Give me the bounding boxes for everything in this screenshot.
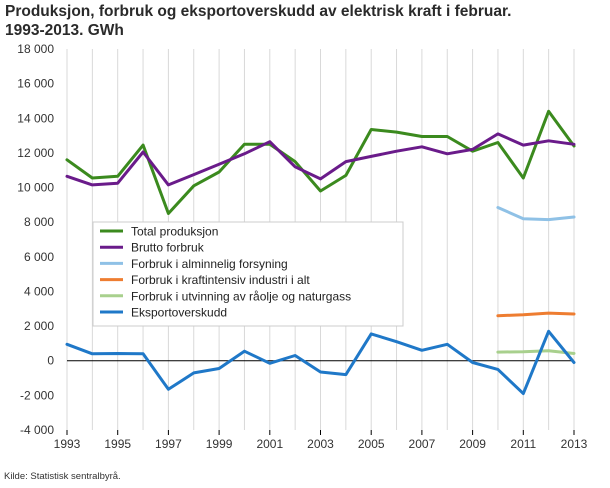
x-axis: 1993 1995 1997 1999 2001 2003 2005 2007 2009 2011… [54, 430, 588, 451]
x-tick-label: 2009 [459, 437, 486, 451]
x-tick-label: 1997 [155, 437, 182, 451]
series-line [496, 311, 576, 318]
x-tick-label: 2011 [510, 437, 536, 451]
series-line [65, 132, 576, 187]
y-tick-label: 6 000 [24, 250, 54, 264]
series-5 [65, 329, 576, 396]
x-tick-label: 1999 [206, 437, 233, 451]
legend-label: Total produksjon [131, 225, 218, 239]
legend-label: Eksportoverskudd [131, 306, 227, 320]
series-line [496, 349, 576, 355]
source-note: Kilde: Statistisk sentralbyrå. [4, 471, 121, 482]
x-tick-label: 2001 [256, 437, 283, 451]
chart-title: Produksjon, forbruk og eksportoverskudd … [5, 2, 605, 40]
series-1 [65, 132, 576, 187]
series-3 [496, 311, 576, 318]
chart-title-line-1: Produksjon, forbruk og eksportoverskudd … [5, 3, 512, 20]
x-tick-label: 2007 [409, 437, 436, 451]
y-tick-label: 2 000 [24, 319, 54, 333]
y-tick-label: 12 000 [17, 146, 54, 160]
series-4 [496, 349, 576, 355]
series-line [65, 109, 576, 215]
y-tick-label: -2 000 [20, 388, 54, 402]
y-tick-label: 14 000 [17, 111, 54, 125]
x-tick-label: 2003 [307, 437, 334, 451]
line-chart: 1993 1995 1997 1999 2001 2003 2005 2007 2009 2011… [17, 42, 588, 451]
legend: Total produksjon Brutto forbruk Forbruk i … [92, 221, 404, 327]
y-tick-label: 18 000 [17, 42, 54, 56]
legend-box [92, 221, 404, 327]
y-tick-label: 16 000 [17, 77, 54, 91]
series-0 [65, 109, 576, 215]
chart-title-line-2: 1993-2013. GWh [5, 22, 124, 39]
legend-label: Forbruk i utvinning av råolje og naturga… [131, 289, 351, 303]
y-tick-label: 0 [47, 354, 54, 368]
x-tick-label: 2005 [358, 437, 385, 451]
x-tick-label: 2013 [561, 437, 588, 451]
series-2 [496, 206, 576, 222]
x-tick-label: 1993 [54, 437, 81, 451]
y-tick-label: -4 000 [20, 423, 54, 437]
y-tick-label: 4 000 [24, 284, 54, 298]
y-axis: -4 000 -2 000 0 2 000 4 000 6 000 8 000 10 000 1… [17, 42, 54, 437]
y-tick-label: 10 000 [17, 181, 54, 195]
legend-label: Forbruk i alminnelig forsyning [131, 257, 288, 271]
y-tick-label: 8 000 [24, 215, 54, 229]
series-line [496, 206, 576, 222]
legend-label: Brutto forbruk [131, 241, 205, 255]
series-line [65, 329, 576, 396]
x-tick-label: 1995 [104, 437, 131, 451]
legend-label: Forbruk i kraftintensiv industri i alt [131, 273, 310, 287]
